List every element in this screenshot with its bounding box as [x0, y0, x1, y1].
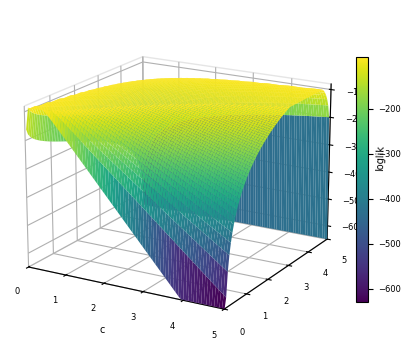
X-axis label: c: c [99, 325, 105, 335]
